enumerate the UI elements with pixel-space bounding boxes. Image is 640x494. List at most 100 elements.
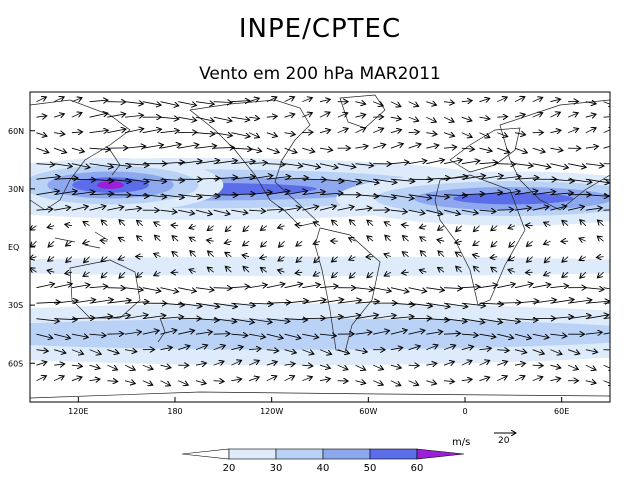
wind-vector	[438, 251, 445, 257]
wind-vector	[597, 271, 604, 278]
jet-band-2-level-5	[97, 181, 125, 189]
wind-speed-shading	[30, 157, 610, 366]
wind-vector	[125, 302, 149, 304]
wind-vector	[66, 256, 73, 263]
wind-vector	[189, 237, 197, 241]
wind-vector	[302, 365, 313, 366]
wind-vector	[562, 271, 569, 277]
wind-vectors	[30, 97, 610, 386]
wind-vector	[313, 241, 321, 244]
wind-vector	[461, 161, 480, 164]
wind-vector	[190, 251, 197, 257]
wind-vector	[443, 160, 462, 165]
wind-vector	[36, 302, 60, 303]
wind-vector	[154, 253, 161, 256]
wind-vector	[89, 316, 113, 318]
wind-vector	[243, 266, 250, 273]
wind-vector	[36, 191, 59, 196]
wind-vector	[313, 272, 321, 276]
wind-vector	[337, 128, 348, 134]
wind-vector	[231, 334, 247, 335]
colorbar-segment	[181, 448, 230, 460]
wind-vector	[437, 240, 445, 242]
wind-vector	[142, 145, 164, 149]
wind-vector	[160, 210, 177, 212]
wind-vector	[178, 303, 202, 306]
wind-vector	[125, 288, 143, 290]
wind-vector	[355, 315, 378, 320]
wind-vector	[337, 300, 362, 303]
wind-vector	[71, 365, 83, 366]
wind-vector	[248, 360, 259, 366]
wind-vector	[207, 240, 214, 241]
wind-vector	[355, 301, 379, 303]
wind-vector	[160, 287, 179, 292]
wind-vector	[514, 333, 531, 338]
wind-vector	[426, 345, 438, 351]
wind-vector	[544, 256, 551, 263]
wind-vector	[355, 208, 371, 210]
wind-vector	[390, 130, 402, 133]
wind-vector	[53, 97, 64, 103]
wind-vector	[479, 117, 490, 119]
wind-vector	[118, 237, 126, 241]
wind-vector	[603, 317, 610, 320]
wind-vector	[426, 381, 436, 384]
wind-vector	[408, 380, 419, 386]
wind-vector	[472, 255, 480, 257]
wind-vector	[172, 236, 179, 242]
wind-vector	[107, 315, 130, 320]
wind-vector	[491, 240, 498, 247]
wind-vector	[71, 192, 95, 195]
wind-vector	[195, 102, 214, 105]
wind-vector	[461, 148, 475, 149]
wind-vector	[491, 267, 498, 272]
wind-vector	[101, 257, 108, 262]
wind-vector	[497, 164, 515, 165]
wind-vector	[390, 303, 415, 305]
wind-vector	[83, 241, 90, 244]
wind-vector	[208, 251, 214, 257]
wind-vector	[195, 363, 207, 365]
wind-vector	[302, 300, 326, 304]
wind-vector	[585, 208, 602, 210]
wind-vector	[284, 97, 295, 103]
lat-label: 30S	[8, 301, 23, 310]
wind-vector	[390, 348, 403, 350]
wind-vector	[125, 102, 143, 104]
wind-vector	[266, 350, 279, 351]
wind-vector	[337, 178, 362, 182]
wind-vector	[266, 133, 278, 137]
wind-vector	[550, 148, 563, 150]
wind-vector	[54, 350, 66, 353]
wind-vector	[603, 287, 610, 290]
wind-vector	[373, 178, 397, 182]
wind-vector	[302, 148, 315, 152]
wind-vector	[402, 236, 409, 242]
wind-vector	[71, 377, 82, 381]
wind-vector	[550, 163, 568, 168]
wind-vector	[248, 98, 259, 102]
wind-vector	[585, 288, 604, 290]
wind-vector	[30, 240, 37, 247]
wind-vector	[373, 144, 386, 148]
wind-vector	[390, 365, 401, 368]
wind-vector	[213, 319, 237, 322]
wind-vector	[89, 349, 102, 355]
wind-vector	[497, 361, 507, 365]
wind-vector	[461, 210, 478, 213]
wind-vector	[550, 286, 568, 288]
wind-vector	[71, 206, 88, 211]
wind-vector	[260, 226, 268, 231]
wind-vector	[160, 317, 184, 319]
wind-vector	[532, 334, 549, 337]
wind-vector	[137, 220, 144, 226]
colorbar-tick-label: 40	[317, 463, 330, 474]
wind-vector	[36, 333, 52, 338]
wind-vector	[585, 301, 610, 303]
wind-vector	[160, 117, 179, 119]
wind-vector	[349, 220, 356, 226]
colorbar-segment	[275, 448, 324, 460]
wind-vector	[65, 224, 72, 225]
wind-vector	[302, 206, 318, 211]
